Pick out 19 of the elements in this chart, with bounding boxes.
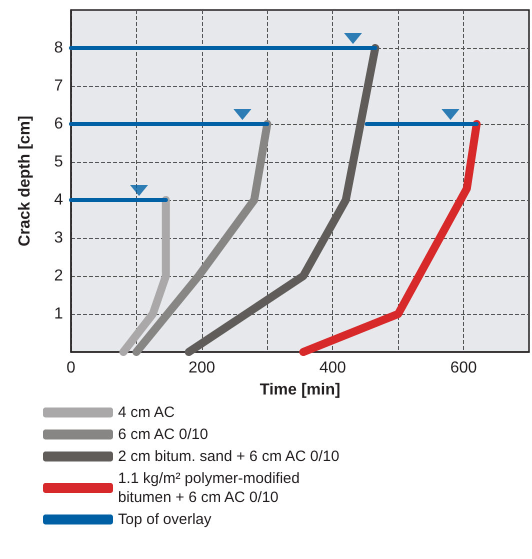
y-tick-label: 2: [54, 268, 64, 284]
y-tick-label: 7: [54, 78, 64, 94]
y-tick-label: 8: [54, 40, 64, 56]
legend-label: 6 cm AC 0/10: [118, 426, 208, 443]
y-tick-label: 1: [54, 306, 64, 322]
x-axis-title: Time [min]: [260, 382, 340, 398]
x-tick-label: 0: [66, 360, 76, 376]
legend-label: 2 cm bitum. sand + 6 cm AC 0/10: [118, 448, 340, 465]
legend-label: 4 cm AC: [118, 404, 175, 421]
legend-label: 1.1 kg/m² polymer-modified bitumen + 6 cm AC 0/10: [118, 470, 304, 506]
y-tick-label: 6: [54, 116, 64, 132]
y-tick-label: 5: [54, 154, 64, 170]
y-tick-label: 4: [54, 192, 64, 208]
x-tick-label: 400: [319, 360, 346, 376]
y-axis-title: Crack depth [cm]: [16, 116, 34, 246]
legend-label: Top of overlay: [118, 511, 212, 528]
x-tick-label: 600: [450, 360, 478, 376]
y-tick-label: 3: [54, 230, 64, 246]
x-tick-label: 200: [188, 360, 216, 376]
